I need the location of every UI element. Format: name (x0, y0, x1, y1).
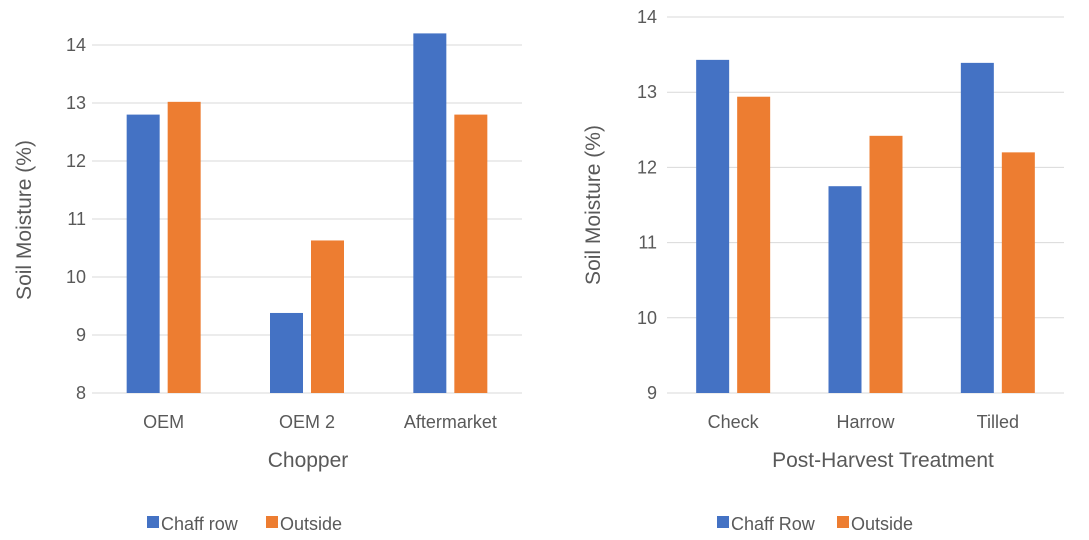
y-tick-label-14: 14 (637, 7, 657, 27)
bar-chaff-row-harrow (828, 186, 862, 393)
legend-swatch-chaff-row (147, 516, 159, 528)
bar-outside-tilled (1001, 152, 1035, 393)
x-tick-label-harrow: Harrow (836, 412, 895, 432)
legend: Chaff Row Outside (717, 514, 913, 534)
x-tick-label-oem-2: OEM 2 (279, 412, 335, 432)
bar-outside-oem (167, 101, 201, 393)
x-axis-title: Post-Harvest Treatment (772, 449, 994, 472)
legend-label-chaff-row: Chaff row (161, 514, 239, 534)
bar-outside-harrow (869, 135, 903, 394)
y-tick-label-11: 11 (67, 209, 86, 229)
y-axis-title: Soil Moisture (%) (582, 125, 605, 285)
y-tick-label-13: 13 (637, 82, 657, 102)
x-tick-label-oem: OEM (143, 412, 184, 432)
x-tick-label-check: Check (708, 412, 760, 432)
legend-label-outside: Outside (280, 514, 342, 534)
bar-chaff-row-check (696, 59, 730, 393)
y-tick-label-9: 9 (647, 383, 657, 403)
chopper-chart-svg: 8 9 10 11 12 13 14 OEM OEM 2 Aftermarket Chopper… (13, 33, 522, 534)
y-axis-title: Soil Moisture (%) (13, 140, 36, 300)
y-tick-label-12: 12 (66, 151, 86, 171)
x-axis-title: Chopper (268, 449, 349, 472)
y-tick-label-12: 12 (637, 157, 657, 177)
y-tick-label-8: 8 (76, 383, 86, 403)
x-tick-label-aftermarket: Aftermarket (404, 412, 497, 432)
bar-outside-check (737, 96, 771, 393)
bar-outside-oem-2 (311, 240, 344, 393)
treatment-chart-svg: 9 10 11 12 13 14 Check Harrow Tilled Post-Harve… (582, 7, 1064, 534)
legend-label-chaff-row: Chaff Row (731, 514, 816, 534)
bar-chaff-row-tilled (960, 62, 994, 393)
y-tick-label-14: 14 (66, 35, 86, 55)
bar-chaff-row-aftermarket (413, 33, 447, 394)
treatment-chart: 9 10 11 12 13 14 Check Harrow Tilled Post-Harve… (555, 0, 1089, 540)
y-tick-label-9: 9 (76, 325, 86, 345)
legend-label-outside: Outside (851, 514, 913, 534)
legend: Chaff row Outside (147, 514, 342, 534)
legend-swatch-outside (837, 516, 849, 528)
x-tick-label-tilled: Tilled (977, 412, 1019, 432)
y-tick-label-11: 11 (638, 233, 657, 253)
legend-swatch-chaff-row (717, 516, 729, 528)
bar-outside-aftermarket (454, 114, 488, 393)
chopper-chart: 8 9 10 11 12 13 14 OEM OEM 2 Aftermarket Chopper… (0, 0, 540, 540)
bar-chaff-row-oem (126, 114, 160, 393)
y-tick-label-13: 13 (66, 93, 86, 113)
y-tick-label-10: 10 (66, 267, 86, 287)
legend-swatch-outside (266, 516, 278, 528)
y-tick-label-10: 10 (637, 308, 657, 328)
bar-chaff-row-oem-2 (270, 312, 303, 393)
